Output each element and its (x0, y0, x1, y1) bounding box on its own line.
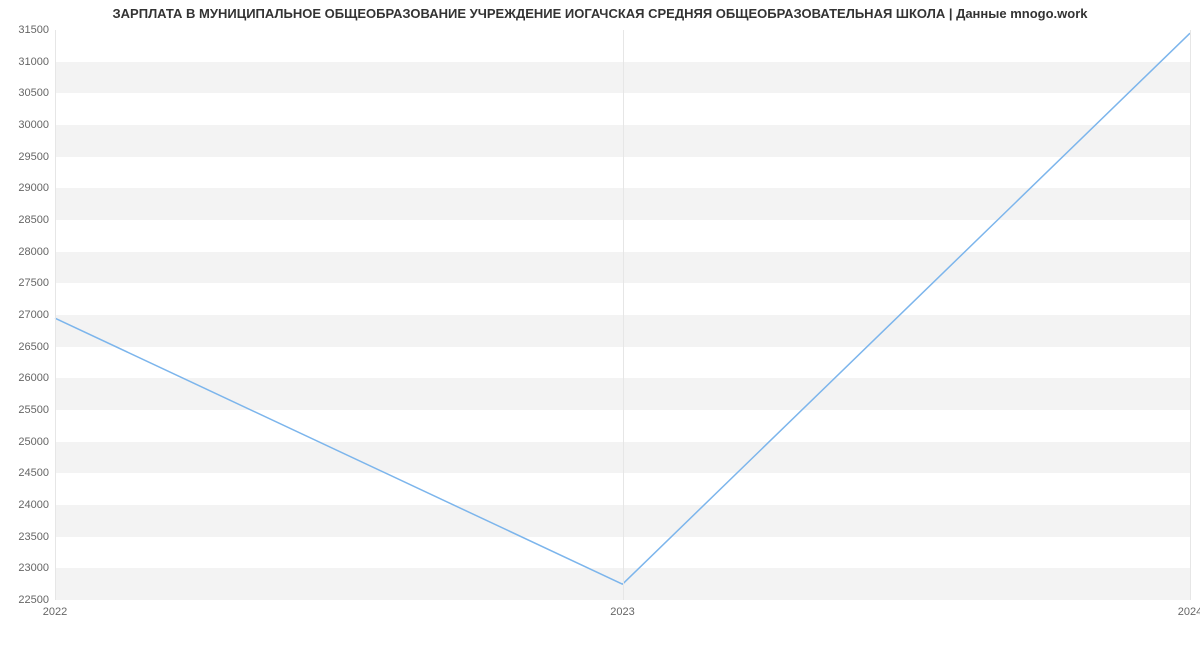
y-axis-tick-label: 31000 (18, 56, 55, 68)
chart-title: ЗАРПЛАТА В МУНИЦИПАЛЬНОЕ ОБЩЕОБРАЗОВАНИЕ… (0, 6, 1200, 21)
salary-line-chart: ЗАРПЛАТА В МУНИЦИПАЛЬНОЕ ОБЩЕОБРАЗОВАНИЕ… (0, 0, 1200, 650)
y-axis-tick-label: 24500 (18, 467, 55, 479)
y-axis-tick-label: 29500 (18, 151, 55, 163)
y-axis-tick-label: 24000 (18, 499, 55, 511)
x-axis-tick-label: 2022 (43, 600, 67, 618)
y-axis-tick-label: 25000 (18, 436, 55, 448)
y-axis-tick-label: 25500 (18, 404, 55, 416)
y-axis-tick-label: 27500 (18, 277, 55, 289)
x-gridline (55, 30, 56, 600)
y-axis-tick-label: 30500 (18, 87, 55, 99)
y-axis-tick-label: 26000 (18, 372, 55, 384)
x-axis-tick-label: 2024 (1178, 600, 1200, 618)
y-axis-tick-label: 27000 (18, 309, 55, 321)
y-axis-tick-label: 28500 (18, 214, 55, 226)
y-axis-tick-label: 30000 (18, 119, 55, 131)
y-axis-tick-label: 23000 (18, 562, 55, 574)
x-gridline (623, 30, 624, 600)
y-axis-tick-label: 23500 (18, 531, 55, 543)
y-axis-tick-label: 28000 (18, 246, 55, 258)
x-gridline (1190, 30, 1191, 600)
y-axis-tick-label: 29000 (18, 182, 55, 194)
y-axis-tick-label: 31500 (18, 24, 55, 36)
plot-area: 2250023000235002400024500250002550026000… (55, 30, 1190, 600)
y-axis-tick-label: 26500 (18, 341, 55, 353)
x-axis-tick-label: 2023 (610, 600, 634, 618)
